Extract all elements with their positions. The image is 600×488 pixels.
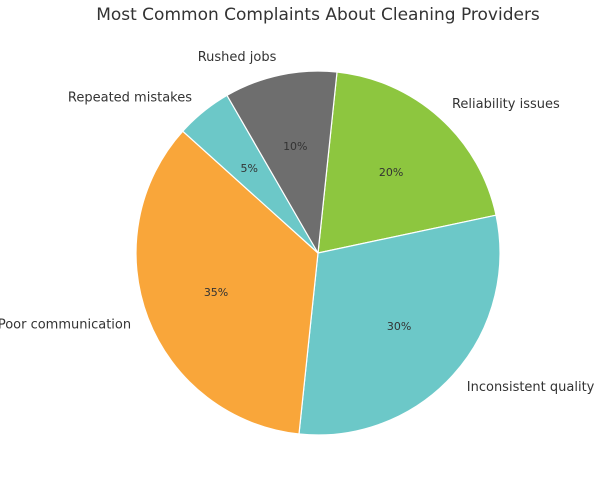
slice-value-inconsistent-quality: 30% [387, 320, 411, 333]
slice-value-repeated-mistakes: 5% [241, 162, 258, 175]
slice-label-repeated-mistakes: Repeated mistakes [68, 90, 192, 105]
slice-label-rushed-jobs: Rushed jobs [198, 50, 277, 65]
slice-label-reliability-issues: Reliability issues [452, 97, 560, 112]
slice-label-poor-communication: Poor communication [0, 318, 131, 333]
slice-value-rushed-jobs: 10% [283, 140, 307, 153]
pie-slice-reliability-issues [317, 71, 497, 254]
pie-slices [135, 70, 501, 436]
slice-label-inconsistent-quality: Inconsistent quality [467, 380, 595, 395]
pie-slice-poor-communication [135, 130, 319, 435]
pie-slice-rushed-jobs [226, 70, 338, 255]
pie-slice-inconsistent-quality [298, 214, 501, 436]
chart-title: Most Common Complaints About Cleaning Pr… [96, 5, 540, 25]
slice-value-poor-communication: 35% [204, 286, 228, 299]
pie-labels: Reliability issues 20% Inconsistent qualit… [0, 50, 595, 395]
slice-value-reliability-issues: 20% [379, 166, 403, 179]
